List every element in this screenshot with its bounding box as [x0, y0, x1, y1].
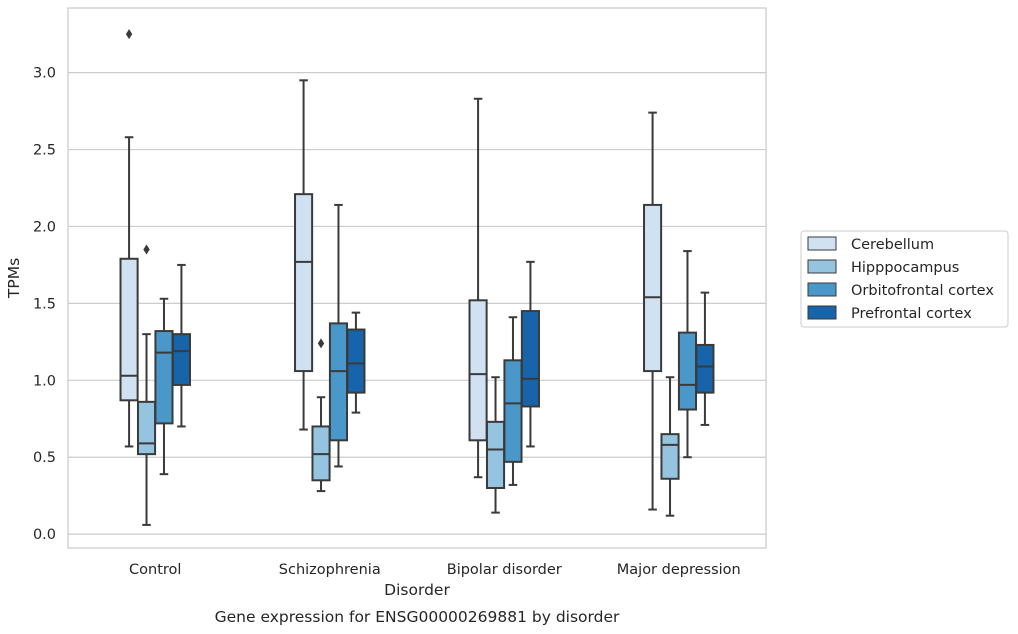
- iqr-box: [328, 322, 349, 442]
- iqr-box: [520, 310, 540, 408]
- legend-swatch-2: [807, 282, 837, 297]
- box-3-2: [677, 250, 698, 459]
- box-1-1: [311, 338, 331, 493]
- iqr-box: [119, 257, 139, 402]
- y-tick-label: 1.5: [33, 296, 56, 312]
- box-0-1: [136, 244, 157, 526]
- x-tick-label: Control: [129, 562, 181, 578]
- outlier-point: [317, 338, 325, 349]
- box-3-0: [643, 111, 663, 511]
- iqr-box: [503, 359, 523, 463]
- x-axis-title: Disorder: [384, 581, 450, 599]
- legend-label-1: Hipppocampus: [851, 260, 959, 276]
- legend-frame: [800, 230, 1009, 328]
- box-2-0: [468, 97, 488, 479]
- figure-caption: Gene expression for ENSG00000269881 by d…: [215, 608, 620, 626]
- y-axis-title: TPMs: [5, 258, 23, 299]
- legend-swatch-1: [807, 259, 837, 274]
- iqr-box: [695, 343, 715, 394]
- box-3-1: [660, 376, 680, 517]
- box-plot-marks: [119, 29, 715, 526]
- iqr-box: [346, 328, 366, 394]
- box-2-1: [485, 376, 506, 514]
- iqr-box: [154, 330, 174, 425]
- iqr-box: [643, 203, 663, 373]
- iqr-box: [294, 193, 314, 373]
- iqr-box: [485, 420, 506, 490]
- box-2-2: [503, 316, 523, 486]
- y-tick-label: 3.0: [33, 66, 56, 82]
- y-tick-label: 0.0: [33, 527, 56, 543]
- legend: Cerebellum Hipppocampus Orbitofrontal cort…: [800, 230, 1009, 328]
- legend-swatch-3: [807, 305, 837, 320]
- box-1-3: [346, 311, 366, 414]
- box-0-2: [154, 297, 174, 476]
- x-tick-label: Bipolar disorder: [447, 562, 562, 578]
- iqr-box: [660, 433, 680, 480]
- box-0-3: [171, 263, 191, 428]
- outlier-point: [125, 29, 133, 40]
- y-tick-labels: 0.0 0.5 1.0 1.5 2.0 2.5 3.0: [33, 66, 56, 544]
- y-tick-label: 0.5: [33, 450, 56, 466]
- iqr-box: [171, 333, 191, 386]
- plot-frame: [67, 7, 767, 549]
- box-2-3: [520, 260, 540, 448]
- box-3-3: [695, 291, 715, 426]
- x-tick-label: Schizophrenia: [279, 562, 381, 578]
- x-tick-labels: Control Schizophrenia Bipolar disorder Majo…: [129, 562, 741, 578]
- box-1-0: [294, 79, 314, 431]
- iqr-box: [468, 299, 488, 442]
- iqr-box: [677, 331, 698, 411]
- y-tick-label: 2.0: [33, 219, 56, 235]
- legend-label-2: Orbitofrontal cortex: [851, 283, 994, 299]
- iqr-box: [136, 400, 157, 456]
- legend-label-3: Prefrontal cortex: [851, 306, 972, 322]
- legend-label-0: Cerebellum: [851, 237, 934, 253]
- y-tick-label: 1.0: [33, 373, 56, 389]
- y-tick-label: 2.5: [33, 143, 56, 159]
- legend-swatch-0: [807, 236, 837, 251]
- outlier-point: [143, 244, 150, 255]
- box-1-2: [328, 203, 349, 468]
- box-0-0: [119, 29, 139, 448]
- x-tick-label: Major depression: [617, 562, 741, 578]
